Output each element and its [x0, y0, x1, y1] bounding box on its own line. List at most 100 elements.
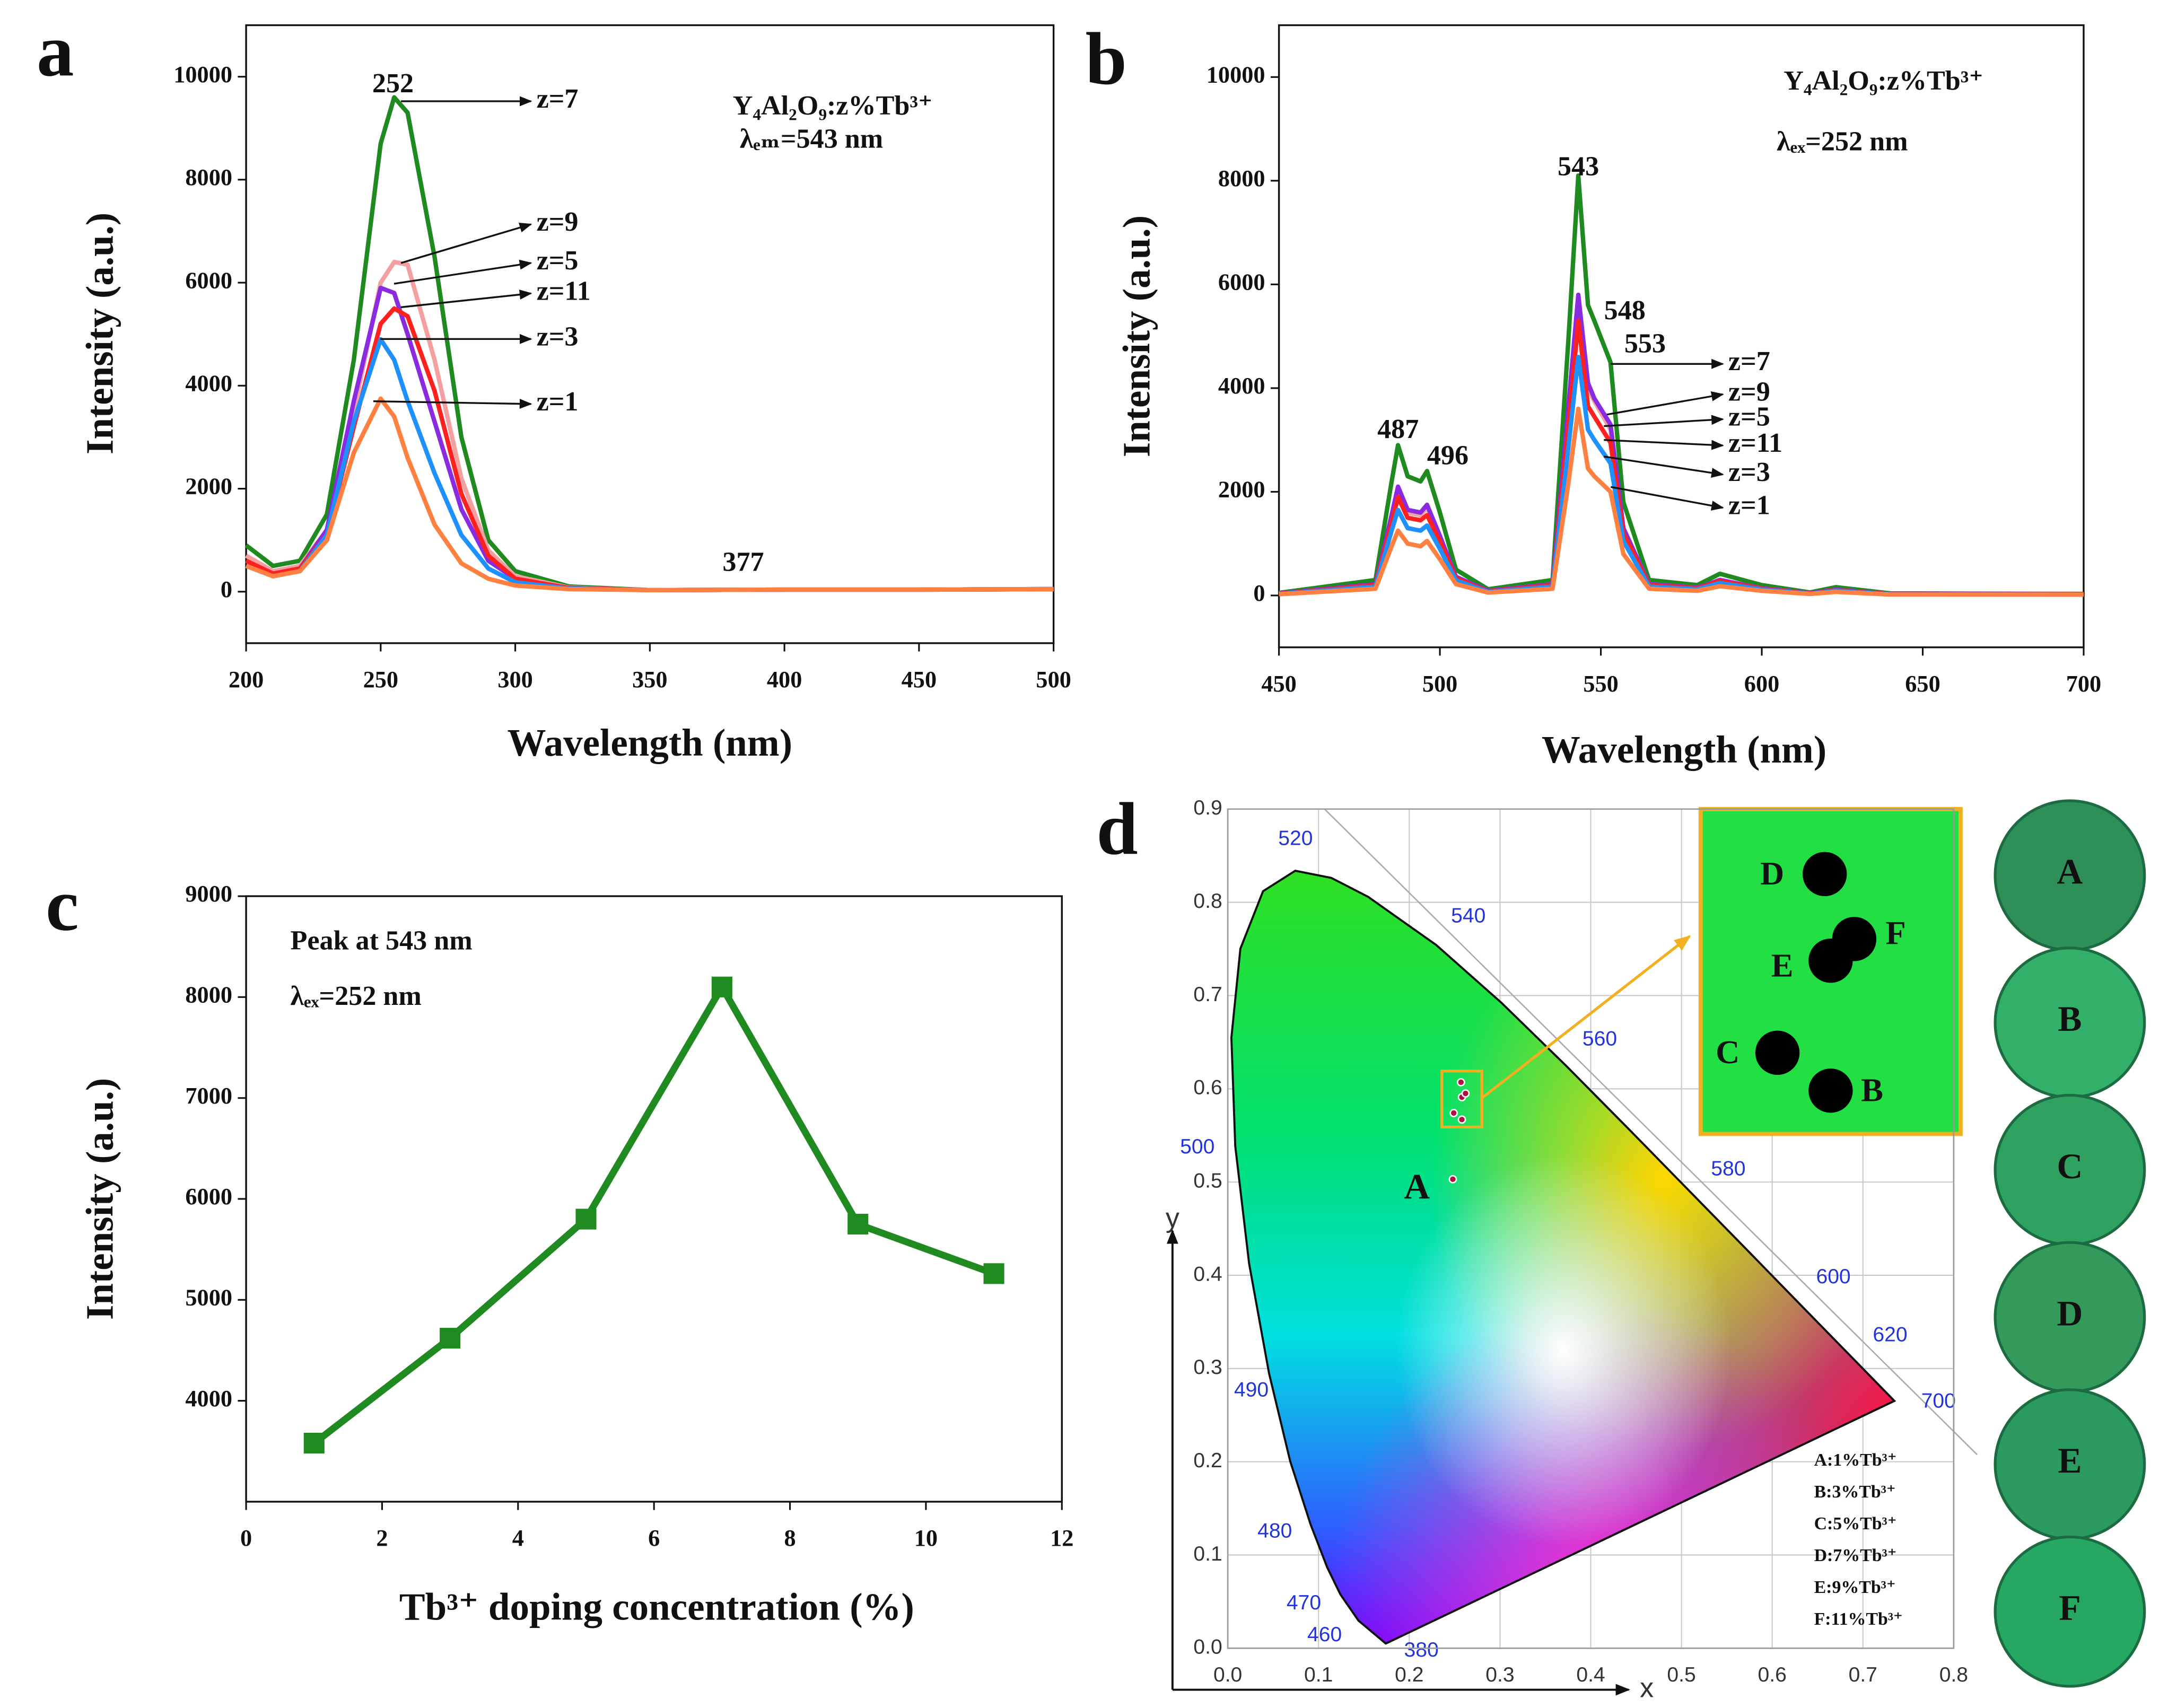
- photo-label: E: [2058, 1441, 2082, 1481]
- wavelength-label: 540: [1451, 904, 1485, 927]
- legend-label: z=11: [537, 276, 591, 306]
- x-axis-label: x: [1640, 1672, 1654, 1703]
- y-tick-label: 8000: [185, 982, 232, 1008]
- legend-label: z=11: [1728, 428, 1782, 458]
- x-tick-label: 600: [1744, 671, 1779, 697]
- peak-label: 553: [1624, 328, 1666, 358]
- x-tick-label: 10: [914, 1525, 938, 1551]
- point: [1457, 1115, 1466, 1124]
- marker: [440, 1328, 461, 1349]
- wavelength-label: 490: [1234, 1379, 1269, 1402]
- y-tick-label: 5000: [185, 1284, 232, 1310]
- wavelength-label: 460: [1307, 1623, 1342, 1646]
- x-tick-label: 0.1: [1304, 1663, 1333, 1686]
- y-tick-label: 6000: [185, 267, 232, 293]
- plot-frame: [1278, 24, 2085, 649]
- y-tick-label: 8000: [1218, 165, 1265, 191]
- point: [1448, 1175, 1457, 1184]
- wavelength-label: 600: [1816, 1265, 1850, 1288]
- chart-subtitle: λₑₘ=543 nm: [740, 124, 883, 154]
- y-tick-label: 6000: [1218, 269, 1265, 295]
- inset-point: [1803, 852, 1847, 897]
- x-tick-label: 0.5: [1667, 1663, 1695, 1686]
- y-tick-label: 0.3: [1193, 1356, 1222, 1379]
- plot-frame: [1227, 808, 1955, 1649]
- x-tick-label: 0.7: [1849, 1663, 1877, 1686]
- chart-title: Y₄Al₂O₉:z%Tb³⁺: [1784, 66, 1983, 96]
- legend-arrow: [373, 399, 532, 409]
- x-axis-label: Wavelength (nm): [508, 721, 792, 764]
- x-tick-label: 12: [1050, 1525, 1073, 1551]
- peak-label: 487: [1377, 414, 1419, 444]
- annotation: λₑₓ=252 nm: [291, 981, 422, 1011]
- point-label: A: [1404, 1167, 1430, 1206]
- marker: [847, 1214, 869, 1235]
- annotation: Peak at 543 nm: [291, 926, 473, 956]
- legend-label: z=3: [537, 321, 579, 352]
- peak-label: 252: [372, 68, 414, 99]
- x-tick-label: 650: [1905, 671, 1940, 697]
- chart-subtitle: λₑₓ=252 nm: [1777, 127, 1908, 157]
- wavelength-label: 380: [1404, 1639, 1439, 1661]
- wavelength-label: 500: [1180, 1135, 1214, 1158]
- legend-label: z=9: [1728, 377, 1770, 407]
- panel-label: a: [37, 10, 74, 92]
- y-tick-label: 8000: [185, 164, 232, 190]
- legend-label: z=9: [537, 207, 579, 237]
- y-tick-label: 9000: [185, 881, 232, 907]
- point: [1461, 1089, 1470, 1098]
- wavelength-label: 700: [1921, 1390, 1956, 1413]
- panel-label: d: [1096, 788, 1138, 870]
- photo-label: D: [2057, 1293, 2083, 1333]
- x-tick-label: 0.2: [1395, 1663, 1423, 1686]
- y-tick-label: 6000: [185, 1184, 232, 1210]
- wavelength-label: 580: [1711, 1158, 1745, 1180]
- inset-point: [1755, 1030, 1800, 1075]
- y-tick-label: 4000: [1218, 373, 1265, 399]
- series-line: [1279, 173, 2084, 597]
- legend-arrow: [1611, 486, 1724, 511]
- photo-label: A: [2057, 852, 2083, 891]
- legend-arrow: [1604, 439, 1724, 450]
- x-axis-label: Wavelength (nm): [1542, 728, 1826, 771]
- legend-label: z=5: [1728, 402, 1770, 432]
- marker: [983, 1263, 1004, 1284]
- y-axis-label: Intensity (a.u.): [78, 1078, 121, 1320]
- plot-frame: [245, 24, 1055, 644]
- y-tick-label: 0.1: [1193, 1543, 1222, 1565]
- spectral-locus: [1230, 869, 1896, 1645]
- y-tick-label: 0.6: [1193, 1076, 1222, 1099]
- inset-label: C: [1716, 1033, 1739, 1071]
- panel-label: c: [46, 864, 78, 947]
- y-tick-label: 0.4: [1193, 1263, 1222, 1285]
- wavelength-label: 620: [1873, 1323, 1907, 1346]
- y-axis-label: Intensity (a.u.): [1115, 215, 1158, 457]
- marker: [303, 1433, 325, 1454]
- x-tick-label: 200: [229, 667, 264, 693]
- y-tick-label: 0.2: [1193, 1449, 1222, 1472]
- chart-title: Y₄Al₂O₉:z%Tb³⁺: [733, 91, 933, 121]
- wavelength-label: 560: [1583, 1027, 1617, 1050]
- series-line: [312, 983, 995, 1446]
- x-tick-label: 0.0: [1213, 1663, 1242, 1686]
- x-tick-label: 700: [2066, 671, 2101, 697]
- wavelength-label: 480: [1257, 1520, 1292, 1543]
- point: [1449, 1109, 1458, 1117]
- y-tick-label: 4000: [185, 371, 232, 397]
- inset-point: [1832, 917, 1877, 961]
- x-tick-label: 0: [240, 1525, 252, 1551]
- legend-label: z=1: [537, 387, 579, 417]
- legend-entry: E:9%Tb³⁺: [1814, 1578, 1896, 1597]
- legend-arrow: [400, 290, 532, 309]
- legend-label: z=7: [537, 84, 579, 114]
- point: [1457, 1078, 1465, 1087]
- y-tick-label: 0: [1253, 580, 1265, 606]
- y-axis-label: Intensity (a.u.): [78, 213, 121, 454]
- x-tick-label: 4: [512, 1525, 524, 1551]
- y-axis-label: y: [1166, 1203, 1179, 1233]
- peak-label: 543: [1558, 152, 1599, 182]
- zoom-arrow: [1481, 935, 1691, 1099]
- x-tick-label: 250: [363, 667, 398, 693]
- series-line: [245, 396, 1054, 592]
